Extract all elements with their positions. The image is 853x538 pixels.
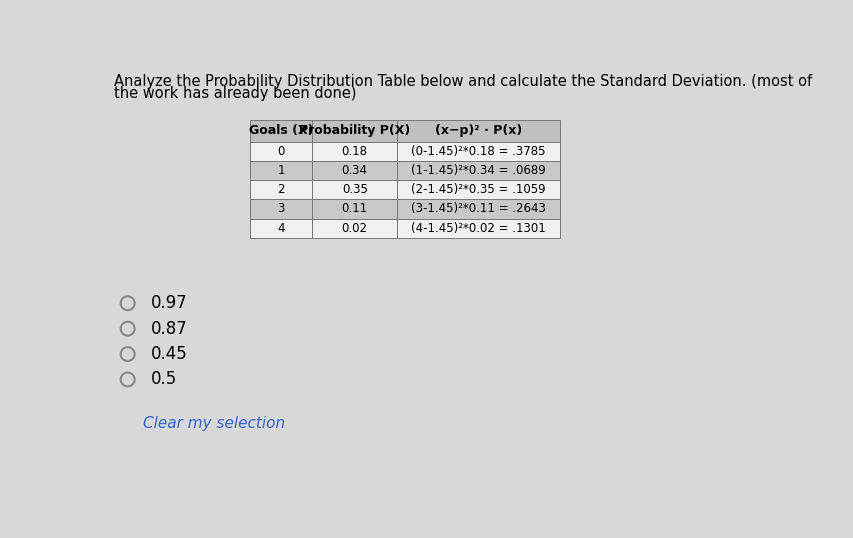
Text: 3: 3 bbox=[277, 202, 285, 215]
Text: 0.35: 0.35 bbox=[341, 183, 368, 196]
Text: (4-1.45)²*0.02 = .1301: (4-1.45)²*0.02 = .1301 bbox=[411, 222, 545, 235]
Text: (1-1.45)²*0.34 = .0689: (1-1.45)²*0.34 = .0689 bbox=[411, 164, 545, 177]
Text: 0.5: 0.5 bbox=[151, 371, 177, 388]
Bar bbox=[250, 120, 311, 141]
Text: (0-1.45)²*0.18 = .3785: (0-1.45)²*0.18 = .3785 bbox=[411, 145, 545, 158]
Text: 0.45: 0.45 bbox=[151, 345, 188, 363]
Bar bbox=[397, 180, 560, 199]
Bar bbox=[250, 199, 311, 218]
Bar bbox=[397, 218, 560, 238]
Bar bbox=[311, 218, 397, 238]
Bar bbox=[311, 120, 397, 141]
Circle shape bbox=[120, 347, 135, 361]
Text: 0: 0 bbox=[277, 145, 285, 158]
Bar bbox=[250, 141, 311, 161]
Text: 2: 2 bbox=[277, 183, 285, 196]
Bar bbox=[311, 141, 397, 161]
Bar bbox=[311, 199, 397, 218]
Bar bbox=[311, 180, 397, 199]
Bar bbox=[250, 161, 311, 180]
Bar bbox=[397, 199, 560, 218]
Text: 0.11: 0.11 bbox=[341, 202, 368, 215]
Text: 0.34: 0.34 bbox=[341, 164, 368, 177]
Text: (x−p)² · P(x): (x−p)² · P(x) bbox=[435, 124, 522, 137]
Bar bbox=[311, 161, 397, 180]
Bar bbox=[250, 180, 311, 199]
Bar bbox=[397, 120, 560, 141]
Circle shape bbox=[120, 296, 135, 310]
Text: (2-1.45)²*0.35 = .1059: (2-1.45)²*0.35 = .1059 bbox=[411, 183, 545, 196]
Text: 0.97: 0.97 bbox=[151, 294, 188, 312]
Circle shape bbox=[120, 372, 135, 386]
Circle shape bbox=[120, 322, 135, 336]
Text: (3-1.45)²*0.11 = .2643: (3-1.45)²*0.11 = .2643 bbox=[411, 202, 546, 215]
Text: 4: 4 bbox=[277, 222, 285, 235]
Text: 0.02: 0.02 bbox=[341, 222, 368, 235]
Text: the work has already been done): the work has already been done) bbox=[114, 86, 357, 101]
Text: 0.18: 0.18 bbox=[341, 145, 368, 158]
Text: Probability P(X): Probability P(X) bbox=[299, 124, 410, 137]
Text: Goals (X): Goals (X) bbox=[248, 124, 313, 137]
Bar bbox=[397, 141, 560, 161]
Text: Analyze the Probability Distribution Table below and calculate the Standard Devi: Analyze the Probability Distribution Tab… bbox=[114, 74, 812, 89]
Text: Clear my selection: Clear my selection bbox=[143, 416, 285, 431]
Bar bbox=[397, 161, 560, 180]
Bar bbox=[250, 218, 311, 238]
Text: 1: 1 bbox=[277, 164, 285, 177]
Text: 0.87: 0.87 bbox=[151, 320, 188, 338]
